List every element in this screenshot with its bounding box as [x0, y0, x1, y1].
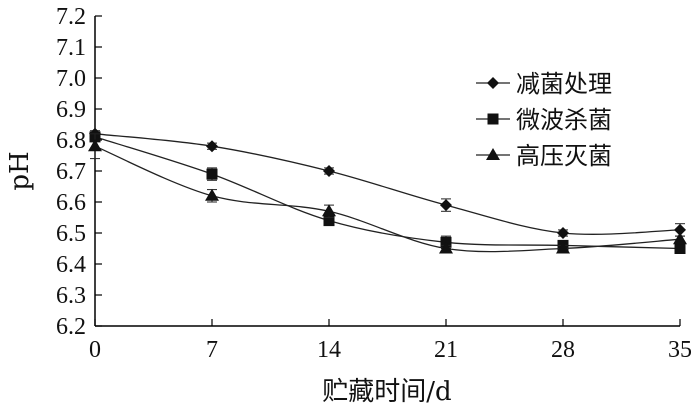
legend-marker: [487, 113, 499, 125]
y-tick-label: 7.0: [56, 66, 86, 92]
y-tick-label: 6.7: [56, 159, 86, 185]
y-tick-label: 6.2: [56, 314, 86, 340]
data-point: [323, 215, 335, 227]
legend-label: 微波杀菌: [516, 106, 612, 134]
x-tick-label: 21: [434, 337, 458, 363]
data-point: [557, 227, 569, 239]
y-tick-label: 6.6: [56, 190, 86, 216]
legend-marker: [486, 148, 500, 160]
x-tick-label: 14: [317, 337, 341, 363]
legend-marker: [487, 77, 499, 89]
x-tick-label: 7: [206, 337, 218, 363]
data-point: [206, 140, 218, 153]
series-group: [88, 127, 687, 254]
y-tick-label: 6.5: [56, 221, 86, 247]
y-tick-label: 6.8: [56, 128, 86, 154]
series-line: [94, 133, 681, 235]
legend-label: 减菌处理: [516, 70, 612, 98]
data-point: [674, 243, 686, 254]
data-point: [323, 165, 335, 177]
y-axis-title: pH: [5, 151, 35, 190]
axes: [94, 16, 680, 327]
legend-label: 高压灭菌: [516, 142, 612, 170]
y-tick-label: 7.2: [56, 4, 86, 30]
series-line: [94, 136, 681, 250]
data-point: [322, 204, 336, 217]
data-point: [556, 241, 570, 254]
series-triangle: [88, 133, 687, 254]
y-tick-label: 6.3: [56, 283, 86, 309]
data-point: [88, 139, 102, 152]
y-ticks: 6.2 6.3 6.4 6.5 6.6 6.7 6.8 6.9 7.0 7.1 7.2: [56, 4, 102, 340]
x-axis-title: 贮藏时间/d: [322, 377, 451, 407]
data-point: [674, 223, 686, 236]
series-line: [94, 145, 681, 253]
data-point: [439, 241, 453, 254]
y-tick-label: 7.1: [56, 35, 86, 61]
x-ticks: 0 7 14 21 28 35: [89, 319, 691, 363]
data-point: [673, 232, 687, 245]
data-point: [205, 188, 219, 201]
data-point: [440, 199, 452, 212]
x-tick-label: 35: [668, 337, 691, 363]
y-tick-label: 6.4: [56, 252, 86, 278]
x-tick-label: 0: [89, 337, 101, 363]
y-tick-label: 6.9: [56, 97, 86, 123]
data-point: [206, 168, 218, 180]
x-tick-label: 28: [551, 337, 575, 363]
